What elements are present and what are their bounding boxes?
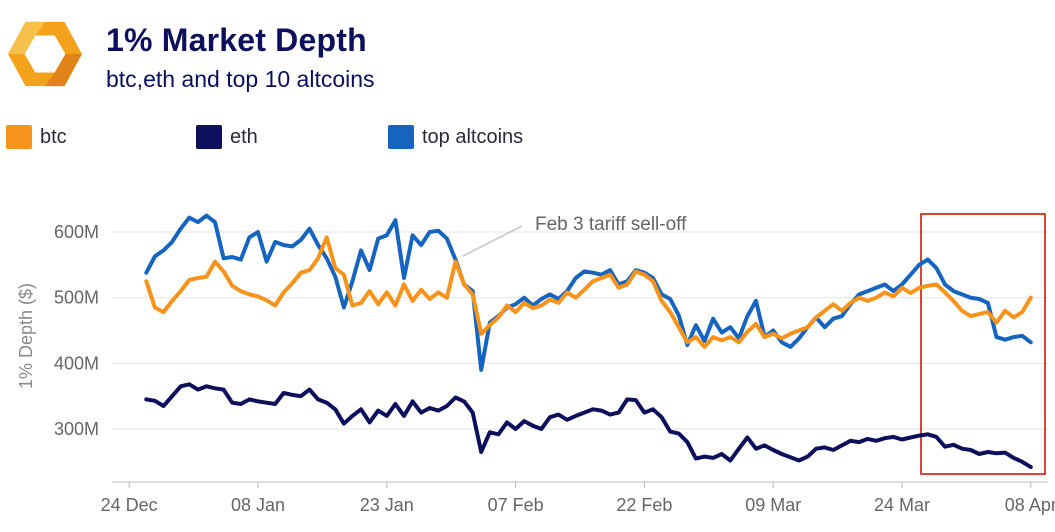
series-line-top-altcoins — [144, 213, 1033, 372]
legend-label-btc: btc — [40, 125, 67, 148]
series-layer — [144, 213, 1033, 470]
x-tick-label: 08 Jan — [231, 495, 285, 515]
chart-subtitle: btc,eth and top 10 altcoins — [106, 66, 375, 92]
legend-label-top-altcoins: top altcoins — [422, 125, 524, 148]
x-tick-label: 09 Mar — [745, 495, 801, 515]
brand-logo-icon — [8, 21, 82, 87]
highlight-layer — [920, 213, 1046, 475]
series-line-eth — [144, 382, 1033, 470]
legend-swatch-btc — [6, 125, 32, 149]
x-tick-label: 24 Dec — [101, 495, 158, 515]
x-tick-label: 08 Apr — [1005, 495, 1055, 515]
x-tick-label: 23 Jan — [360, 495, 414, 515]
legend-item-btc: btc — [6, 124, 67, 150]
chart-title: 1% Market Depth — [106, 22, 367, 58]
legend-swatch-eth — [196, 125, 222, 149]
axis-layer: 300M 400M 500M 600M 24 Dec 08 Jan 23 Jan 07 Feb… — [16, 222, 1055, 515]
y-tick-label: 400M — [54, 353, 99, 373]
y-tick-label: 300M — [54, 419, 99, 439]
series-line-btc — [144, 235, 1033, 349]
y-tick-label: 600M — [54, 222, 99, 242]
legend-label-eth: eth — [230, 125, 258, 148]
annotation-layer: Feb 3 tariff sell-off — [462, 214, 687, 257]
x-tick-label: 22 Feb — [616, 495, 672, 515]
highlight-box — [920, 213, 1046, 475]
y-tick-label: 500M — [54, 288, 99, 308]
x-tick-label: 07 Feb — [488, 495, 544, 515]
legend-item-top-altcoins: top altcoins — [388, 124, 523, 150]
legend-swatch-top-altcoins — [388, 125, 414, 149]
x-tick-label: 24 Mar — [874, 495, 930, 515]
annotation-label: Feb 3 tariff sell-off — [535, 214, 687, 235]
y-axis-title: 1% Depth ($) — [16, 283, 36, 389]
legend-item-eth: eth — [196, 124, 258, 150]
annotation-leader-line — [462, 225, 523, 257]
